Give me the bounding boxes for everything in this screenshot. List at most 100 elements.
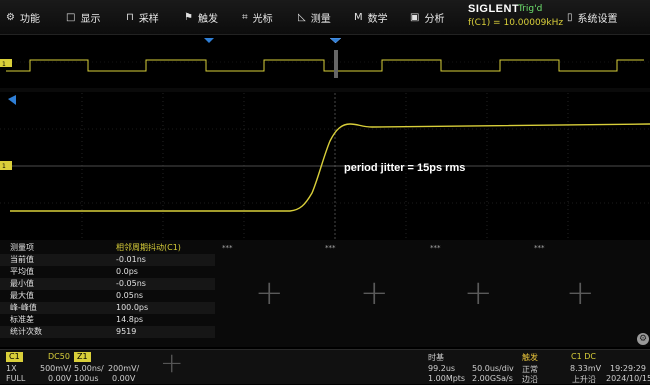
trigger-source: C1 DC: [571, 352, 596, 361]
trigger-level: 8.33mV: [570, 364, 602, 373]
trigger-flag-icon: ⚑: [184, 11, 193, 23]
empty-measurement-slot[interactable]: ***: [534, 244, 545, 252]
channel1-offset: 0.00V: [48, 374, 72, 383]
add-measurement-icon[interactable]: +: [360, 273, 389, 313]
menu-system-settings-label: 系统设置: [577, 13, 618, 25]
timebase-title[interactable]: 时基: [428, 353, 444, 362]
measurement-row-label: 最大值: [10, 291, 34, 300]
zoom-position-marker[interactable]: [329, 38, 342, 44]
measurement-row-value: -0.01ns: [116, 255, 146, 264]
add-measurement-icon[interactable]: +: [464, 273, 493, 313]
clock-time: 19:29:29: [610, 364, 646, 373]
measurement-row-label: 平均值: [10, 267, 34, 276]
menu-cursors-label: 光标: [252, 13, 273, 25]
jitter-annotation: period jitter = 15ps rms: [344, 162, 465, 174]
acquire-icon: ⊓: [126, 11, 134, 23]
measurement-row: 峰-峰值 100.0ps: [0, 302, 215, 314]
function-icon: ⚙: [6, 11, 15, 23]
channel1-marker-main-label: 1: [2, 163, 6, 170]
measurement-row-value: 0.0ps: [116, 267, 138, 276]
timebase-delay: 99.2us: [428, 364, 456, 373]
overview-trace: [6, 59, 644, 72]
sample-rate: 2.00GSa/s: [472, 374, 513, 383]
zoom1-delay: 100us: [74, 374, 99, 383]
menu-trigger[interactable]: ⚑ 触发: [184, 0, 218, 34]
menu-cursors[interactable]: ⌗ 光标: [242, 0, 273, 34]
measurement-row: 标准差 14.8ps: [0, 314, 215, 326]
channel1-bandwidth: FULL: [6, 374, 26, 383]
measurement-row-value: 0.05ns: [116, 291, 144, 300]
menu-measure-label: 测量: [310, 13, 331, 25]
menu-measure[interactable]: ◺ 测量: [298, 0, 331, 34]
menu-analysis-label: 分析: [424, 13, 445, 25]
measurement-row-label: 当前值: [10, 255, 34, 264]
measurement-row: 最小值 -0.05ns: [0, 278, 215, 290]
measurement-row-value: 100.0ps: [116, 303, 149, 312]
status-bar: C1 DC50 1X 500mV/ FULL 0.00V Z1 5.00ns/ …: [0, 346, 650, 384]
measurement-row-label: 统计次数: [10, 327, 42, 336]
trigger-type: 边沿: [522, 375, 538, 384]
measurement-row-value: 9519: [116, 327, 137, 336]
main-waveform-grid[interactable]: 1 period jitter = 15ps rms: [0, 93, 650, 239]
memory-depth: 1.00Mpts: [428, 374, 466, 383]
channel1-probe: 1X: [6, 364, 17, 373]
add-measurement-icon[interactable]: +: [255, 273, 284, 313]
center-axes: [0, 93, 650, 239]
trigger-mode: 正常: [522, 365, 538, 374]
empty-measurement-slot[interactable]: ***: [430, 244, 441, 252]
measurement-panel: 测量项 相邻周期抖动(C1) 当前值 -0.01ns 平均值 0.0ps 最小值…: [0, 240, 650, 347]
channel1-marker-overview[interactable]: [0, 59, 12, 67]
measurement-row-value: -0.05ns: [116, 279, 146, 288]
measurement-header: 测量项 相邻周期抖动(C1): [0, 242, 215, 254]
trigger-title[interactable]: 触发: [522, 353, 538, 362]
zoom-window[interactable]: [334, 50, 338, 78]
channel1-badge[interactable]: C1: [6, 352, 23, 362]
channel1-trace: [10, 123, 650, 212]
zoom1-badge[interactable]: Z1: [74, 352, 91, 362]
analysis-icon: ▣: [410, 11, 420, 23]
measurement-row: 最大值 0.05ns: [0, 290, 215, 302]
empty-measurement-slot[interactable]: ***: [325, 244, 336, 252]
settings-gear-icon[interactable]: ⚙: [637, 333, 649, 345]
trigger-position-marker[interactable]: [204, 38, 214, 43]
channel1-marker-overview-label: 1: [2, 61, 6, 68]
measurement-row: 统计次数 9519: [0, 326, 215, 338]
add-measurement-icon[interactable]: +: [566, 273, 595, 313]
brand-logo: SIGLENT: [468, 3, 520, 15]
frequency-readout: f(C1) = 10.00009kHz: [468, 18, 564, 28]
display-icon: □: [66, 11, 76, 23]
math-icon: M: [354, 11, 363, 23]
measurement-row-label: 峰-峰值: [10, 303, 37, 312]
menu-trigger-label: 触发: [197, 13, 218, 25]
menu-acquire-label: 采样: [138, 13, 159, 25]
measurement-header-value[interactable]: 相邻周期抖动(C1): [116, 243, 181, 252]
overview-waveform-panel[interactable]: 1: [0, 38, 650, 86]
panel-separator: [0, 88, 650, 92]
channel1-marker-main[interactable]: [0, 161, 12, 170]
menu-function-label: 功能: [19, 13, 40, 25]
trigger-level-marker[interactable]: [8, 95, 16, 105]
menu-math[interactable]: M 数学: [354, 0, 388, 34]
cursor-grid-icon: ⌗: [242, 11, 248, 23]
menu-system-settings[interactable]: ▯ 系统设置: [567, 0, 618, 34]
measurement-header-label: 测量项: [10, 243, 34, 252]
menu-math-label: 数学: [367, 13, 388, 25]
trigger-state: Trig'd: [518, 4, 543, 14]
menu-function[interactable]: ⚙ 功能: [6, 0, 40, 34]
system-icon: ▯: [567, 11, 573, 23]
zoom1-offset: 0.00V: [112, 374, 136, 383]
add-channel-icon[interactable]: +: [160, 346, 184, 379]
menu-analysis[interactable]: ▣ 分析: [410, 0, 444, 34]
menu-acquire[interactable]: ⊓ 采样: [126, 0, 159, 34]
channel1-coupling: DC50: [48, 352, 70, 361]
measurement-row: 平均值 0.0ps: [0, 266, 215, 278]
menu-display[interactable]: □ 显示: [66, 0, 100, 34]
measurement-row-label: 标准差: [10, 315, 34, 324]
zoom1-vscale: 200mV/: [108, 364, 140, 373]
trigger-slope: 上升沿: [572, 375, 596, 384]
measurement-row-label: 最小值: [10, 279, 34, 288]
empty-measurement-slot[interactable]: ***: [222, 244, 233, 252]
measurement-row: 当前值 -0.01ns: [0, 254, 215, 266]
clock-date: 2024/10/15: [606, 374, 650, 383]
menu-bar: ⚙ 功能 □ 显示 ⊓ 采样 ⚑ 触发 ⌗ 光标 ◺ 测量 M 数学 ▣ 分析 …: [0, 0, 650, 35]
